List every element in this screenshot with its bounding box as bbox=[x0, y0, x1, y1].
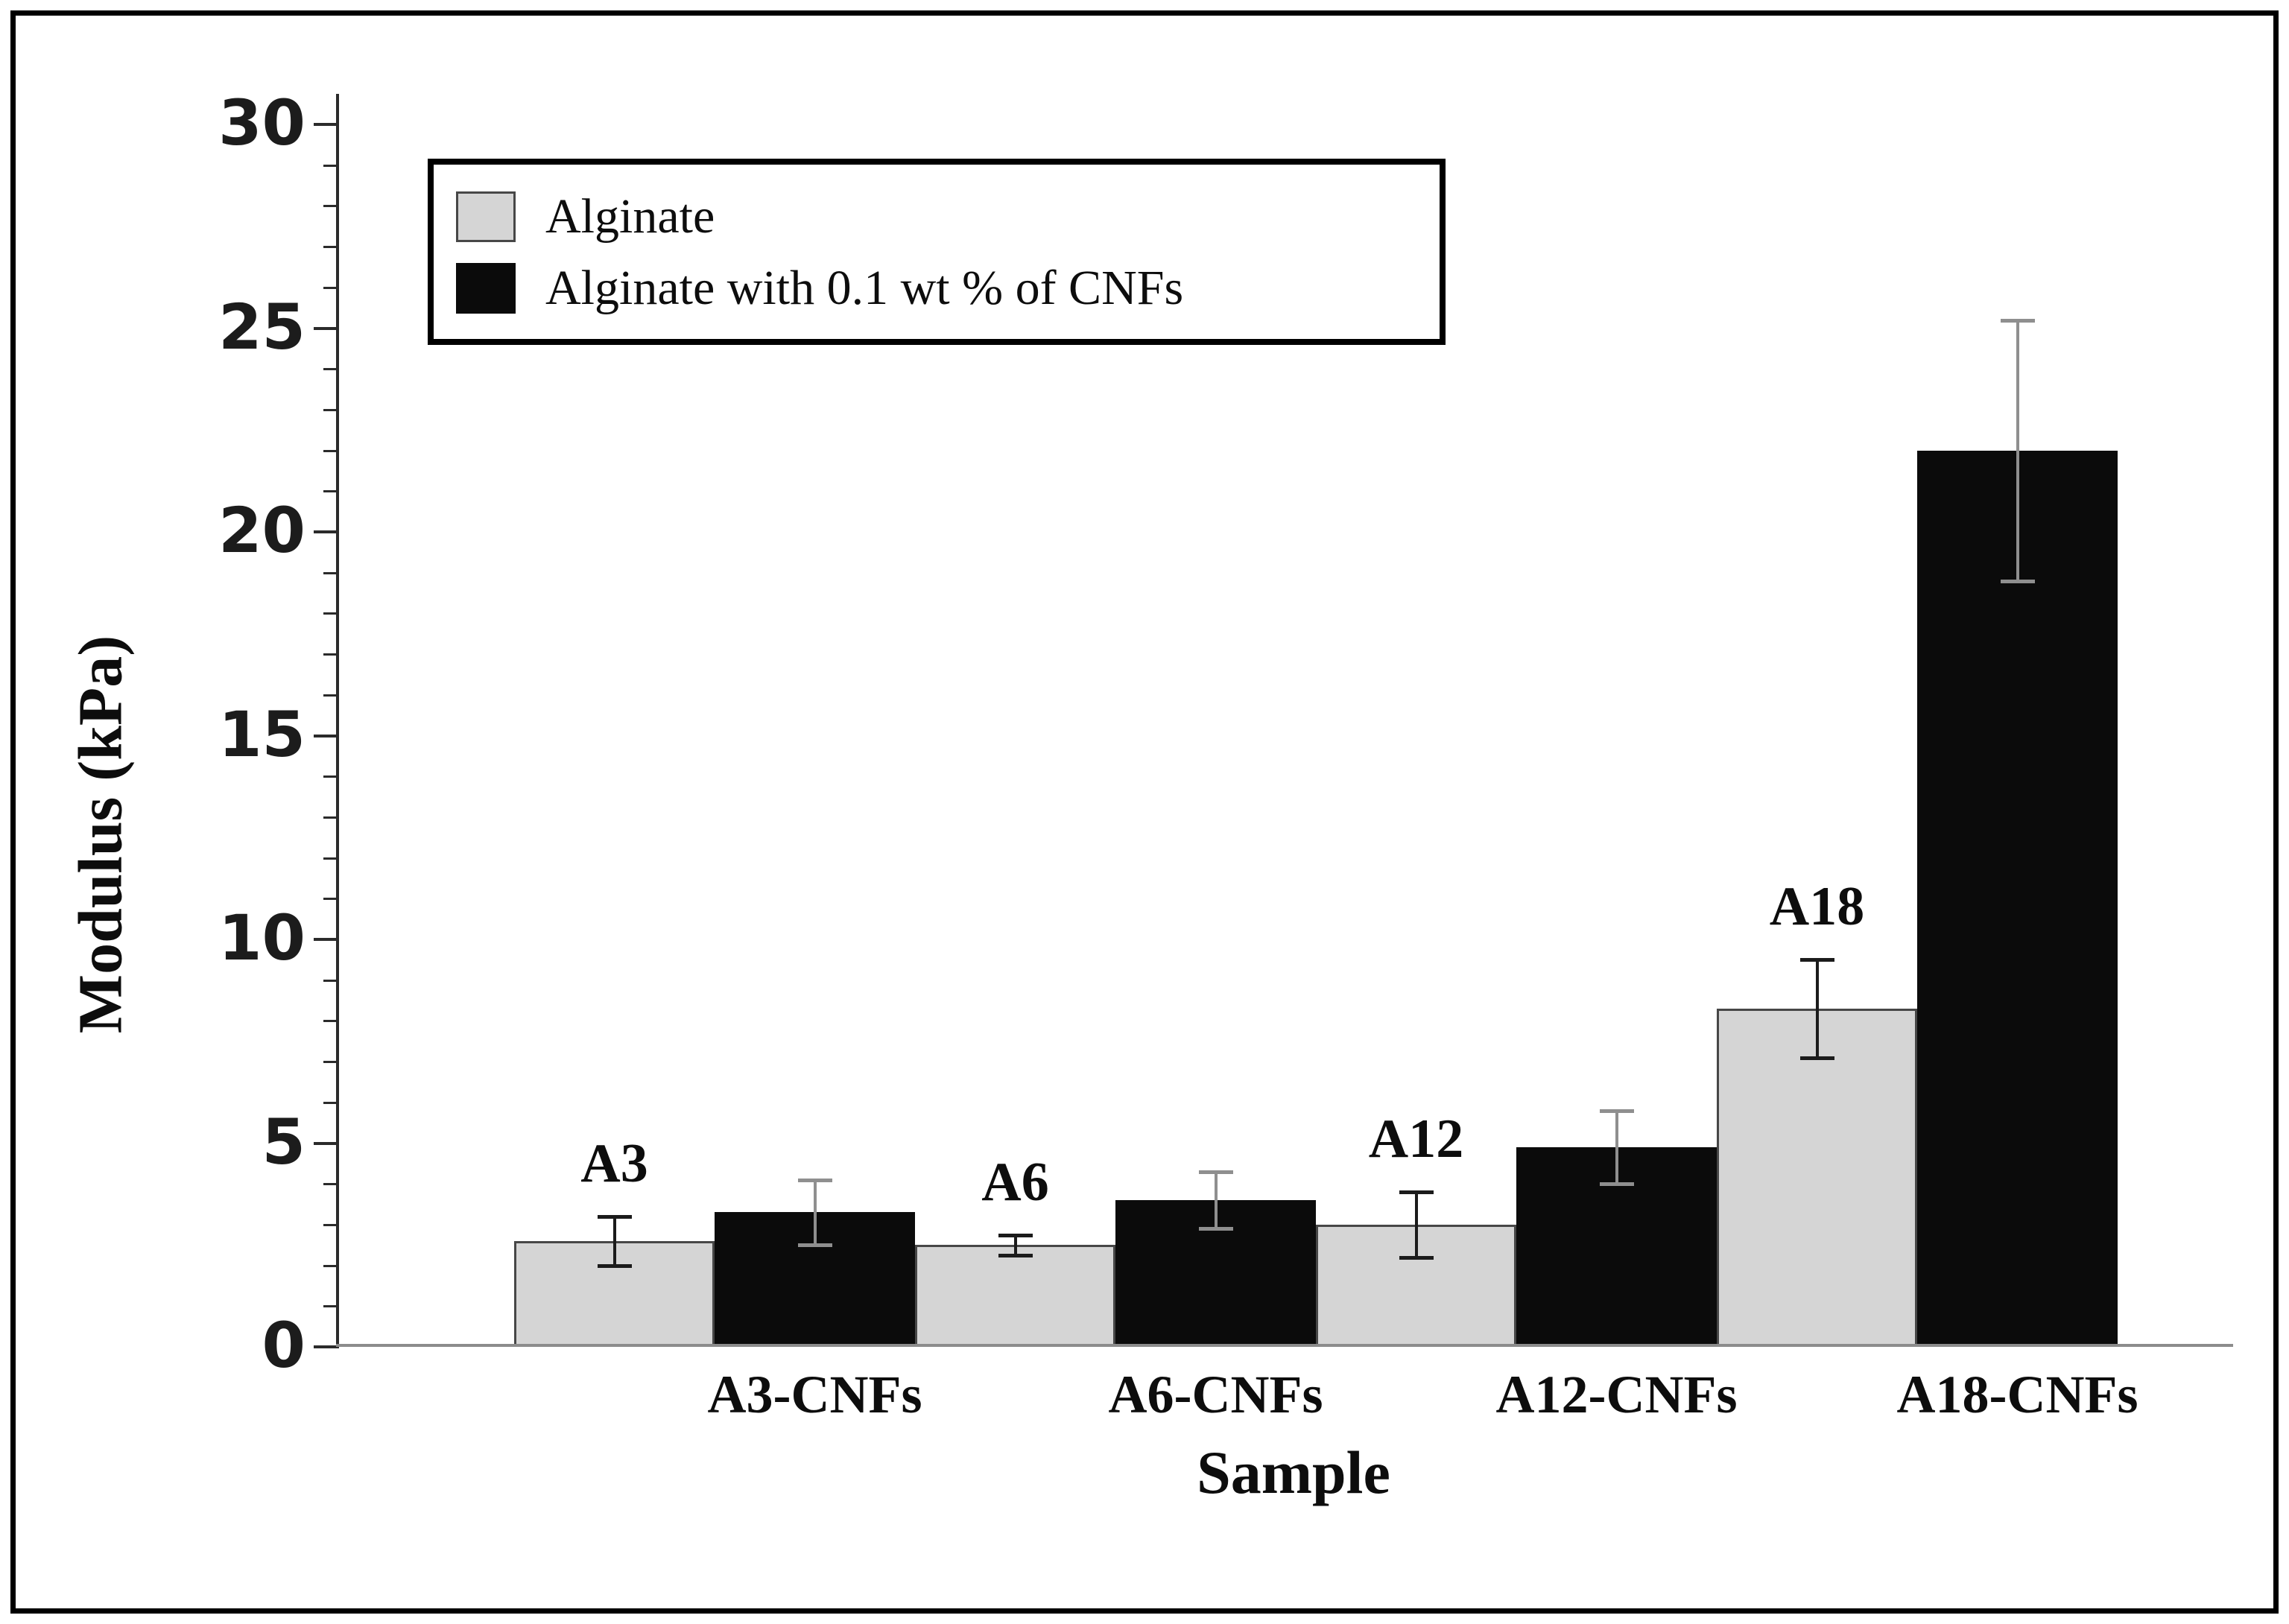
y-minor-tick bbox=[323, 368, 336, 371]
error-bar-cap-top-alginate-a12 bbox=[1399, 1190, 1434, 1195]
error-bar-alginate-a6 bbox=[1013, 1234, 1017, 1255]
y-minor-tick bbox=[323, 1061, 336, 1064]
y-minor-tick bbox=[323, 979, 336, 982]
y-major-tick bbox=[314, 123, 336, 126]
y-tick-label: 20 bbox=[218, 494, 305, 567]
y-tick-label: 30 bbox=[218, 86, 305, 159]
y-minor-tick bbox=[323, 164, 336, 167]
y-minor-tick bbox=[323, 1183, 336, 1186]
legend: Alginate Alginate with 0.1 wt % of CNFs bbox=[428, 159, 1446, 345]
y-tick-label: 10 bbox=[218, 901, 305, 974]
y-axis-line bbox=[336, 94, 339, 1348]
y-minor-tick bbox=[323, 653, 336, 656]
error-bar-alginate-cnfs-a18 bbox=[2016, 320, 2019, 581]
y-minor-tick bbox=[323, 408, 336, 411]
y-minor-tick bbox=[323, 694, 336, 697]
bar-alginate-a18 bbox=[1717, 1008, 1917, 1347]
y-minor-tick bbox=[323, 612, 336, 615]
x-axis-baseline bbox=[336, 1344, 2233, 1347]
y-minor-tick bbox=[323, 205, 336, 208]
group-label-a12: A12 bbox=[1368, 1108, 1464, 1170]
y-minor-tick bbox=[323, 449, 336, 452]
y-minor-tick bbox=[323, 816, 336, 819]
y-major-tick bbox=[314, 530, 336, 533]
y-major-tick bbox=[314, 1141, 336, 1145]
x-tick-label-a6-cnfs: A6-CNFs bbox=[1108, 1365, 1323, 1424]
y-major-tick bbox=[314, 1345, 336, 1348]
error-bar-cap-bottom-alginate-cnfs-a3 bbox=[797, 1243, 832, 1248]
error-bar-cap-top-alginate-cnfs-a18 bbox=[2000, 318, 2035, 323]
error-bar-alginate-a18 bbox=[1815, 960, 1819, 1058]
error-bar-cap-top-alginate-a18 bbox=[1799, 958, 1834, 962]
error-bar-alginate-a12 bbox=[1414, 1192, 1418, 1257]
y-major-tick bbox=[314, 734, 336, 738]
error-bar-cap-top-alginate-cnfs-a12 bbox=[1599, 1108, 1634, 1113]
y-minor-tick bbox=[323, 1101, 336, 1104]
y-minor-tick bbox=[323, 1020, 336, 1023]
y-minor-tick bbox=[323, 775, 336, 778]
y-major-tick bbox=[314, 938, 336, 941]
error-bar-alginate-cnfs-a6 bbox=[1214, 1171, 1218, 1229]
error-bar-cap-top-alginate-cnfs-a3 bbox=[797, 1178, 832, 1182]
legend-swatch-alginate-icon bbox=[456, 191, 516, 242]
x-tick-label-a3-cnfs: A3-CNFs bbox=[707, 1365, 922, 1424]
group-label-a6: A6 bbox=[981, 1151, 1049, 1213]
group-label-a18: A18 bbox=[1769, 876, 1865, 938]
y-minor-tick bbox=[323, 490, 336, 493]
y-minor-tick bbox=[323, 1305, 336, 1308]
y-minor-tick bbox=[323, 898, 336, 901]
y-minor-tick bbox=[323, 571, 336, 574]
y-major-tick bbox=[314, 326, 336, 330]
y-minor-tick bbox=[323, 857, 336, 860]
error-bar-alginate-cnfs-a12 bbox=[1615, 1110, 1618, 1184]
error-bar-cap-top-alginate-cnfs-a6 bbox=[1198, 1170, 1233, 1174]
error-bar-alginate-cnfs-a3 bbox=[813, 1179, 817, 1246]
legend-swatch-alginate-cnfs-icon bbox=[456, 263, 516, 314]
x-tick-label-a18-cnfs: A18-CNFs bbox=[1896, 1365, 2138, 1424]
y-minor-tick bbox=[323, 246, 336, 249]
x-axis-title: Sample bbox=[1197, 1439, 1390, 1506]
y-minor-tick bbox=[323, 1264, 336, 1267]
error-bar-cap-bottom-alginate-a12 bbox=[1399, 1255, 1434, 1260]
error-bar-cap-top-alginate-a3 bbox=[597, 1214, 632, 1219]
legend-label-alginate: Alginate bbox=[545, 189, 715, 244]
error-bar-cap-top-alginate-a6 bbox=[998, 1233, 1033, 1237]
error-bar-cap-bottom-alginate-cnfs-a18 bbox=[2000, 579, 2035, 583]
bar-alginate-a6 bbox=[915, 1245, 1115, 1347]
group-label-a3: A3 bbox=[580, 1132, 648, 1194]
error-bar-cap-bottom-alginate-cnfs-a12 bbox=[1599, 1182, 1634, 1187]
error-bar-cap-bottom-alginate-a6 bbox=[998, 1253, 1033, 1257]
error-bar-cap-bottom-alginate-a3 bbox=[597, 1263, 632, 1268]
y-tick-label: 25 bbox=[218, 290, 305, 364]
error-bar-alginate-a3 bbox=[612, 1216, 616, 1266]
legend-label-alginate-cnfs: Alginate with 0.1 wt % of CNFs bbox=[545, 261, 1184, 315]
y-tick-label: 0 bbox=[262, 1309, 305, 1382]
legend-row-alginate-cnfs: Alginate with 0.1 wt % of CNFs bbox=[456, 253, 1440, 324]
error-bar-cap-bottom-alginate-cnfs-a6 bbox=[1198, 1227, 1233, 1231]
y-minor-tick bbox=[323, 1223, 336, 1226]
error-bar-cap-bottom-alginate-a18 bbox=[1799, 1056, 1834, 1060]
y-minor-tick bbox=[323, 286, 336, 289]
legend-row-alginate: Alginate bbox=[456, 181, 1440, 253]
y-tick-label: 5 bbox=[262, 1105, 305, 1179]
bar-alginate-cnfs-a18 bbox=[1917, 450, 2118, 1347]
x-tick-label-a12-cnfs: A12-CNFs bbox=[1495, 1365, 1738, 1424]
y-tick-label: 15 bbox=[218, 697, 305, 771]
